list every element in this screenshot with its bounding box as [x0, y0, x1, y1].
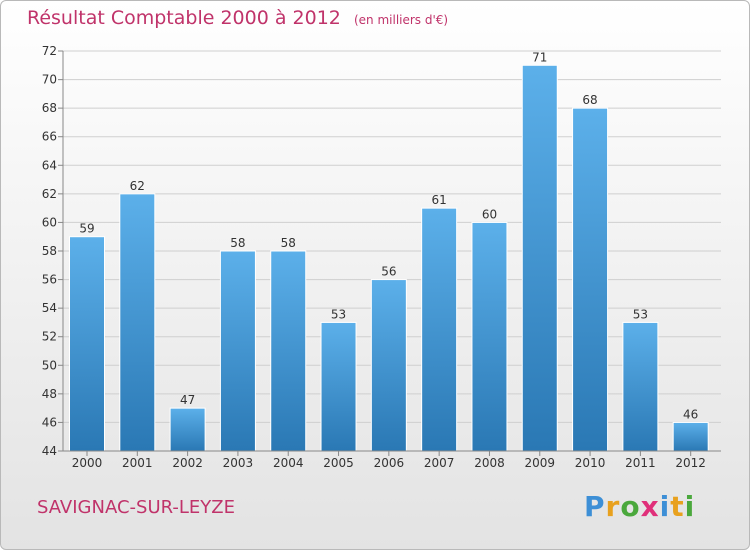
bar-2006: [370, 279, 407, 452]
bar-2002: [169, 407, 206, 452]
proxiti-logo: Proxiti: [584, 490, 695, 523]
y-tick-label: 58: [42, 244, 57, 258]
logo-letter: x: [640, 490, 660, 523]
chart-unit-label: (en milliers d'€): [353, 13, 449, 27]
logo-letter: P: [584, 490, 606, 523]
bar-value-label: 53: [331, 307, 346, 321]
bar-value-label: 56: [381, 265, 396, 279]
y-tick-label: 46: [42, 415, 57, 429]
y-tick-label: 56: [42, 273, 57, 287]
y-tick-label: 52: [42, 330, 57, 344]
bar-chart: 44 46 48 50 52 54 56 58 60 62 64 66 68 70 72 59 2000 62 20…: [42, 44, 721, 470]
y-tick-label: 66: [42, 130, 57, 144]
y-tick-label: 72: [42, 44, 57, 58]
bar-value-label: 60: [482, 207, 497, 221]
bar-value-label: 61: [432, 193, 447, 207]
y-tick-label: 60: [42, 215, 57, 229]
y-tick-label: 50: [42, 358, 57, 372]
x-tick-label: 2012: [675, 456, 706, 470]
chart-title-block: Résultat Comptable 2000 à 2012 (en milli…: [27, 7, 448, 29]
x-tick-label: 2005: [323, 456, 354, 470]
bar-2001: [119, 193, 156, 452]
chart-title: Résultat Comptable 2000 à 2012: [27, 7, 341, 29]
x-tick-label: 2002: [172, 456, 203, 470]
bar-value-label: 46: [683, 407, 698, 421]
x-tick-label: 2004: [273, 456, 304, 470]
bar-2009: [521, 64, 558, 452]
x-tick-label: 2006: [374, 456, 405, 470]
bar-value-label: 47: [180, 393, 195, 407]
bar-2012: [672, 421, 709, 452]
logo-letter: i: [684, 490, 696, 523]
y-tick-label: 48: [42, 387, 57, 401]
x-tick-label: 2009: [524, 456, 555, 470]
bar-value-label: 71: [532, 50, 547, 64]
bar-2004: [270, 250, 307, 452]
x-tick-label: 2007: [424, 456, 455, 470]
logo-letter: i: [659, 490, 671, 523]
x-tick-label: 2008: [474, 456, 505, 470]
logo-letter: o: [620, 490, 641, 523]
logo-letter: t: [670, 490, 685, 523]
y-tick-label: 62: [42, 187, 57, 201]
bar-2008: [471, 221, 508, 452]
y-tick-label: 70: [42, 73, 57, 87]
x-tick-label: 2011: [625, 456, 656, 470]
x-tick-label: 2000: [72, 456, 103, 470]
bar-2007: [421, 207, 458, 452]
bar-2000: [69, 236, 105, 452]
x-tick-label: 2010: [575, 456, 606, 470]
x-tick-label: 2001: [122, 456, 153, 470]
y-tick-label: 44: [42, 444, 57, 458]
y-tick-label: 54: [42, 301, 57, 315]
commune-name: SAVIGNAC-SUR-LEYZE: [37, 497, 235, 518]
y-tick-label: 68: [42, 101, 57, 115]
bar-2011: [622, 321, 659, 452]
bar-value-label: 53: [633, 307, 648, 321]
bar-value-label: 68: [582, 93, 597, 107]
bar-value-label: 58: [281, 236, 296, 250]
bar-value-label: 59: [79, 222, 94, 236]
bar-2005: [320, 321, 357, 452]
bar-2003: [219, 250, 256, 452]
bar-value-label: 58: [230, 236, 245, 250]
bar-value-label: 62: [130, 179, 145, 193]
x-tick-label: 2003: [223, 456, 254, 470]
bar-2010: [572, 107, 609, 452]
logo-letter: r: [605, 490, 621, 523]
y-tick-label: 64: [42, 158, 57, 172]
